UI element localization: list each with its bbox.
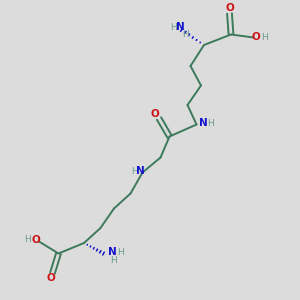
Text: H: H bbox=[170, 22, 176, 32]
Text: O: O bbox=[251, 32, 260, 43]
Text: N: N bbox=[176, 22, 184, 32]
Text: H: H bbox=[182, 30, 188, 39]
Text: H: H bbox=[118, 248, 124, 257]
Text: H: H bbox=[208, 119, 214, 128]
Text: O: O bbox=[225, 3, 234, 13]
Text: O: O bbox=[150, 109, 159, 119]
Text: O: O bbox=[32, 235, 40, 245]
Text: O: O bbox=[46, 273, 56, 284]
Text: H: H bbox=[262, 33, 268, 42]
Text: N: N bbox=[107, 247, 116, 257]
Text: H: H bbox=[131, 167, 137, 176]
Text: N: N bbox=[136, 166, 145, 176]
Text: H: H bbox=[110, 256, 116, 265]
Text: H: H bbox=[24, 236, 31, 244]
Text: N: N bbox=[199, 118, 208, 128]
